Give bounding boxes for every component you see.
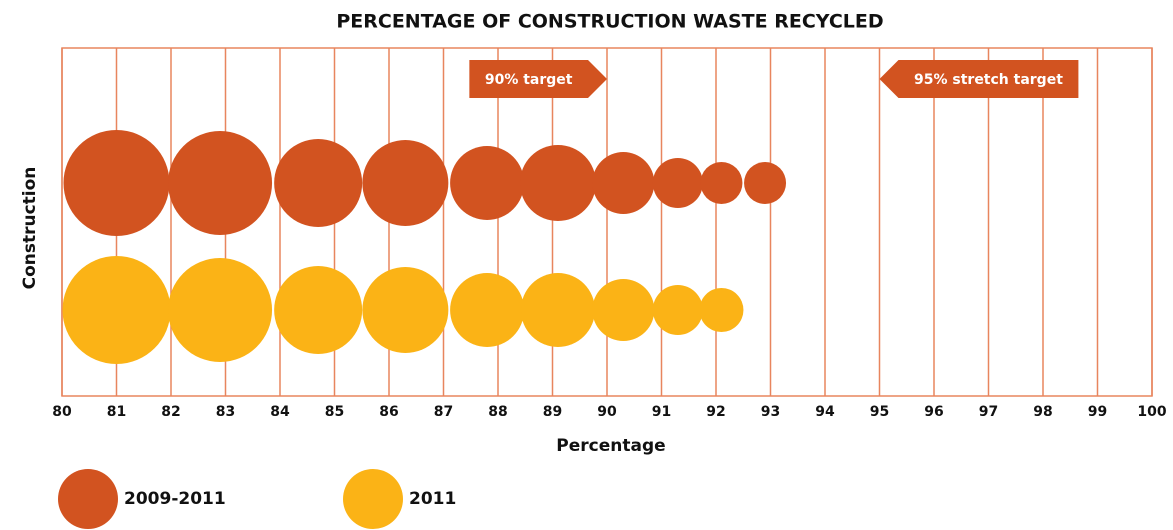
x-tick-label: 96	[924, 404, 943, 420]
x-axis-label: Percentage	[556, 436, 665, 456]
bubble	[652, 285, 703, 335]
bubble	[362, 140, 449, 226]
x-tick-label: 100	[1137, 404, 1166, 420]
bubble	[450, 273, 525, 347]
x-tick-label: 85	[325, 404, 344, 420]
x-tick-label: 86	[379, 404, 398, 420]
bubble	[168, 258, 273, 362]
x-tick-label: 93	[761, 404, 780, 420]
legend-label: 2011	[409, 489, 456, 509]
x-tick-label: 88	[488, 404, 507, 420]
x-tick-label: 95	[870, 404, 889, 420]
x-tick-label: 87	[434, 404, 453, 420]
x-tick-label: 81	[107, 404, 126, 420]
bubble	[362, 267, 449, 353]
x-tick-label: 80	[52, 404, 72, 420]
bubble	[592, 152, 655, 214]
bubble	[744, 162, 787, 204]
x-tick-label: 97	[979, 404, 998, 420]
annotation-arrow	[879, 60, 1079, 98]
x-tick-label: 99	[1088, 404, 1107, 420]
bubble	[519, 145, 596, 221]
bubble	[520, 273, 595, 347]
annotation-label: 90% target	[485, 72, 573, 88]
y-axis-label: Construction	[20, 167, 40, 290]
plot-border	[61, 47, 1153, 397]
x-tick-label: 98	[1033, 404, 1052, 420]
x-tick-label: 90	[597, 404, 617, 420]
bubble	[63, 130, 170, 236]
x-tick-label: 89	[543, 404, 562, 420]
annotation-arrow	[469, 60, 607, 98]
x-tick-label: 92	[706, 404, 725, 420]
legend-swatch	[58, 469, 118, 529]
legend-label: 2009-2011	[124, 489, 226, 509]
x-tick-label: 91	[652, 404, 671, 420]
legend-swatch	[343, 469, 403, 529]
bubble	[699, 288, 744, 332]
chart-title: PERCENTAGE OF CONSTRUCTION WASTE RECYCLE…	[336, 11, 883, 33]
bubble	[700, 162, 743, 204]
bubble	[168, 131, 273, 235]
bubble	[274, 266, 363, 354]
bubble	[450, 146, 525, 220]
bubble	[274, 139, 363, 227]
bubble	[652, 158, 703, 208]
bubble	[592, 279, 655, 341]
x-tick-label: 83	[216, 404, 235, 420]
bubble	[62, 256, 171, 364]
x-tick-label: 94	[815, 404, 835, 420]
annotation-label: 95% stretch target	[914, 72, 1063, 88]
x-tick-label: 84	[270, 404, 290, 420]
x-tick-label: 82	[161, 404, 180, 420]
